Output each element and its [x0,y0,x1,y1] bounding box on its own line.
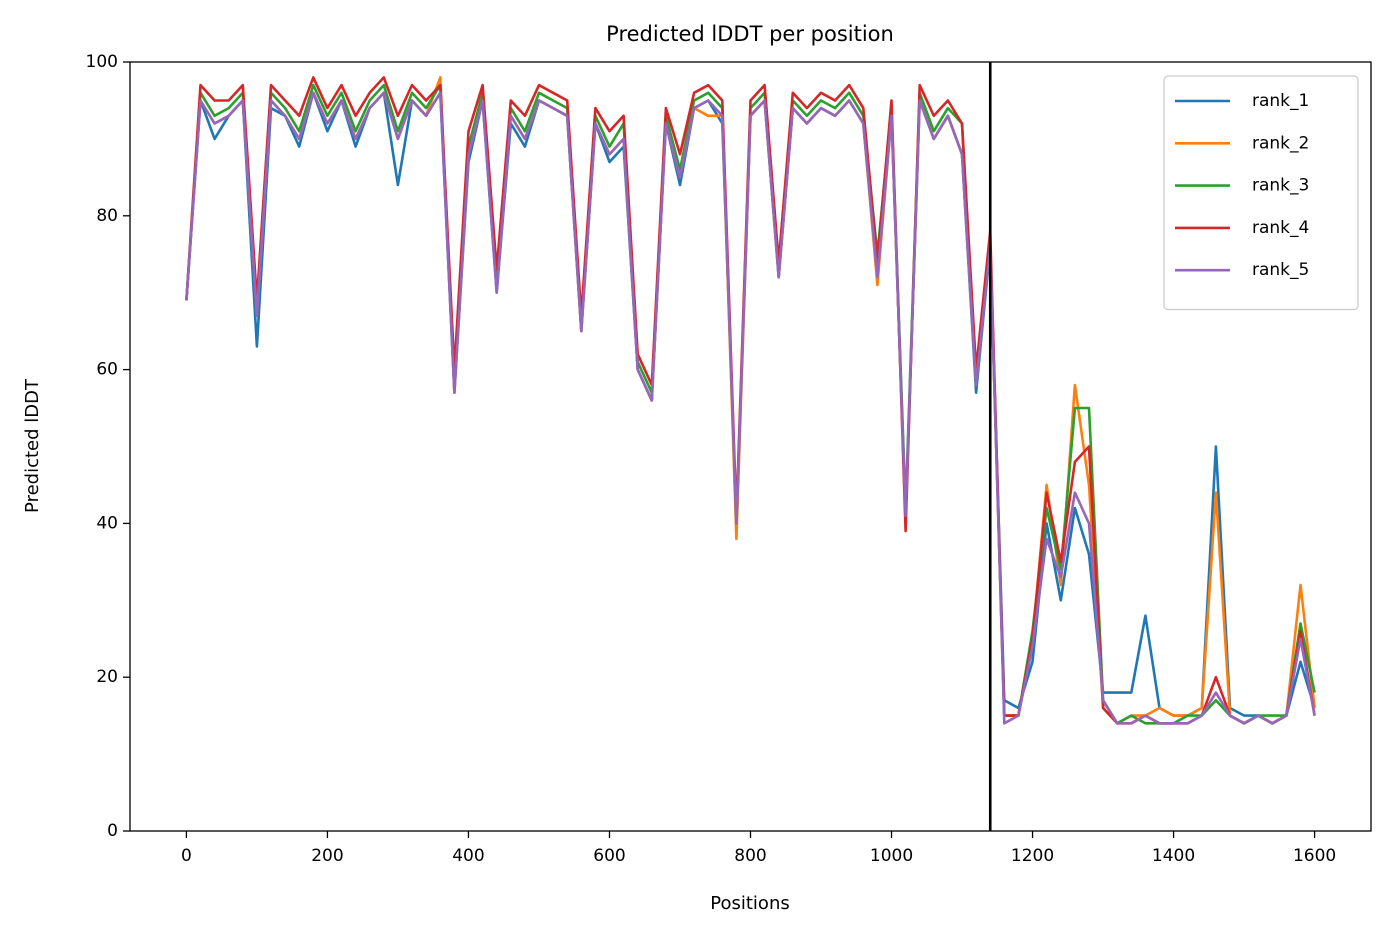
series-line [185,91,1316,725]
series-line [185,76,1316,725]
series-line [185,83,1316,725]
x-axis-label: Positions [710,893,789,914]
y-tick-label: 80 [96,206,118,226]
y-tick-label: 20 [96,667,118,687]
y-tick-label: 40 [96,513,118,533]
x-tick-label: 600 [593,846,625,866]
x-tick-label: 1600 [1293,846,1336,866]
series-line [185,91,1316,725]
legend-label: rank_5 [1252,260,1309,280]
x-tick-label: 1000 [870,846,913,866]
legend-label: rank_4 [1252,218,1309,238]
x-tick-label: 0 [181,846,192,866]
x-tick-label: 200 [311,846,343,866]
legend-box [1163,75,1359,311]
y-tick-label: 0 [107,821,118,841]
y-tick-label: 60 [96,360,118,380]
x-tick-label: 1400 [1152,846,1195,866]
y-axis-label: Predicted lDDT [22,378,43,513]
legend-label: rank_2 [1252,133,1309,153]
x-tick-label: 800 [734,846,766,866]
legend-label: rank_3 [1252,176,1309,196]
plot-frame [129,61,1372,832]
legend-label: rank_1 [1252,91,1309,111]
chart-title: Predicted lDDT per position [606,22,894,46]
x-tick-label: 400 [452,846,484,866]
y-tick-label: 100 [86,52,118,72]
x-tick-label: 1200 [1011,846,1054,866]
series-line [185,76,1316,725]
